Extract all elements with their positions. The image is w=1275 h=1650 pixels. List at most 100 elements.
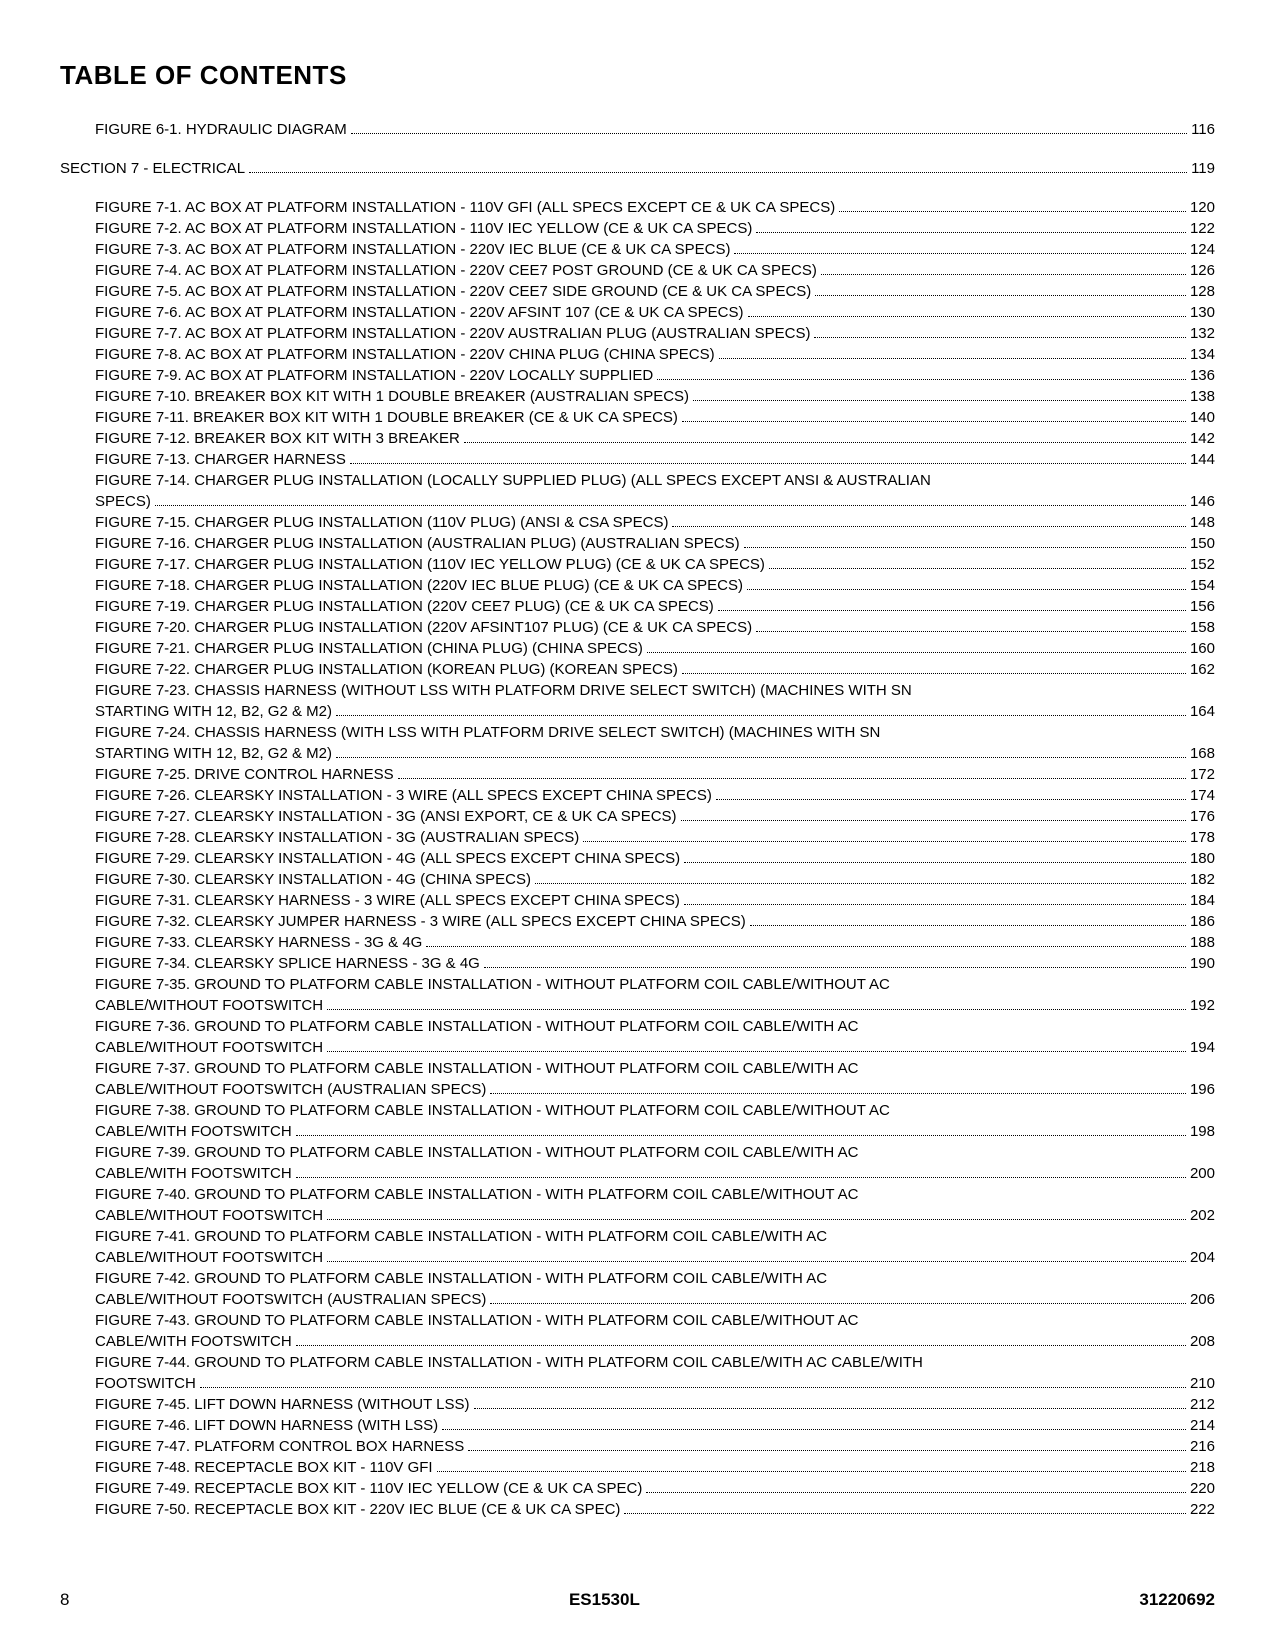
toc-text: FIGURE 7-7. AC BOX AT PLATFORM INSTALLAT… (95, 323, 810, 344)
toc-leader-dots (327, 1261, 1186, 1262)
toc-container: FIGURE 6-1. HYDRAULIC DIAGRAM116SECTION … (60, 119, 1215, 1520)
toc-text: FIGURE 7-49. RECEPTACLE BOX KIT - 110V I… (95, 1478, 642, 1499)
toc-page-number: 204 (1190, 1247, 1215, 1268)
toc-page-number: 194 (1190, 1037, 1215, 1058)
toc-leader-dots (535, 883, 1186, 884)
toc-entry: FIGURE 7-24. CHASSIS HARNESS (WITH LSS W… (60, 722, 1215, 764)
toc-text: FIGURE 7-39. GROUND TO PLATFORM CABLE IN… (95, 1142, 1215, 1163)
toc-page-number: 156 (1190, 596, 1215, 617)
toc-text: FIGURE 7-37. GROUND TO PLATFORM CABLE IN… (95, 1058, 1215, 1079)
toc-entry: FIGURE 7-21. CHARGER PLUG INSTALLATION (… (60, 638, 1215, 659)
toc-entry: FIGURE 7-31. CLEARSKY HARNESS - 3 WIRE (… (60, 890, 1215, 911)
toc-text: FIGURE 7-16. CHARGER PLUG INSTALLATION (… (95, 533, 740, 554)
toc-text: FIGURE 7-2. AC BOX AT PLATFORM INSTALLAT… (95, 218, 752, 239)
toc-leader-dots (490, 1093, 1186, 1094)
toc-text: FIGURE 7-29. CLEARSKY INSTALLATION - 4G … (95, 848, 680, 869)
toc-entry: FIGURE 7-42. GROUND TO PLATFORM CABLE IN… (60, 1268, 1215, 1310)
toc-leader-dots (769, 568, 1186, 569)
toc-entry: FIGURE 7-13. CHARGER HARNESS144 (60, 449, 1215, 470)
toc-page-number: 174 (1190, 785, 1215, 806)
toc-leader-dots (155, 505, 1186, 506)
footer: 8 ES1530L 31220692 (60, 1590, 1215, 1610)
toc-leader-dots (672, 526, 1185, 527)
toc-leader-dots (647, 652, 1186, 653)
toc-text: FIGURE 7-31. CLEARSKY HARNESS - 3 WIRE (… (95, 890, 680, 911)
footer-model: ES1530L (569, 1590, 640, 1610)
toc-page-number: 222 (1190, 1499, 1215, 1520)
toc-leader-dots (437, 1471, 1186, 1472)
toc-text: FIGURE 7-50. RECEPTACLE BOX KIT - 220V I… (95, 1499, 620, 1520)
toc-page-number: 132 (1190, 323, 1215, 344)
toc-leader-dots (684, 904, 1186, 905)
toc-page-number: 162 (1190, 659, 1215, 680)
toc-text: FIGURE 7-23. CHASSIS HARNESS (WITHOUT LS… (95, 680, 1215, 701)
toc-page-number: 144 (1190, 449, 1215, 470)
toc-entry: FIGURE 7-30. CLEARSKY INSTALLATION - 4G … (60, 869, 1215, 890)
toc-entry: FIGURE 7-48. RECEPTACLE BOX KIT - 110V G… (60, 1457, 1215, 1478)
toc-entry: FIGURE 7-43. GROUND TO PLATFORM CABLE IN… (60, 1310, 1215, 1352)
toc-leader-dots (200, 1387, 1186, 1388)
toc-text: CABLE/WITHOUT FOOTSWITCH (95, 1205, 323, 1226)
toc-entry: FIGURE 7-18. CHARGER PLUG INSTALLATION (… (60, 575, 1215, 596)
footer-docnum: 31220692 (1139, 1590, 1215, 1610)
toc-text: FIGURE 7-8. AC BOX AT PLATFORM INSTALLAT… (95, 344, 715, 365)
toc-page-number: 178 (1190, 827, 1215, 848)
toc-entry: FIGURE 7-40. GROUND TO PLATFORM CABLE IN… (60, 1184, 1215, 1226)
toc-text: CABLE/WITHOUT FOOTSWITCH (AUSTRALIAN SPE… (95, 1289, 486, 1310)
toc-page-number: 146 (1190, 491, 1215, 512)
toc-page-number: 208 (1190, 1331, 1215, 1352)
toc-text: FIGURE 7-11. BREAKER BOX KIT WITH 1 DOUB… (95, 407, 678, 428)
toc-text: FIGURE 7-3. AC BOX AT PLATFORM INSTALLAT… (95, 239, 730, 260)
toc-leader-dots (718, 610, 1186, 611)
toc-entry: FIGURE 7-16. CHARGER PLUG INSTALLATION (… (60, 533, 1215, 554)
toc-entry: FIGURE 7-4. AC BOX AT PLATFORM INSTALLAT… (60, 260, 1215, 281)
toc-text: FIGURE 7-46. LIFT DOWN HARNESS (WITH LSS… (95, 1415, 438, 1436)
toc-text: FOOTSWITCH (95, 1373, 196, 1394)
toc-entry: FIGURE 7-1. AC BOX AT PLATFORM INSTALLAT… (60, 197, 1215, 218)
toc-text: FIGURE 7-1. AC BOX AT PLATFORM INSTALLAT… (95, 197, 835, 218)
toc-page-number: 218 (1190, 1457, 1215, 1478)
toc-entry: FIGURE 7-36. GROUND TO PLATFORM CABLE IN… (60, 1016, 1215, 1058)
toc-text: FIGURE 7-4. AC BOX AT PLATFORM INSTALLAT… (95, 260, 817, 281)
toc-leader-dots (756, 631, 1186, 632)
toc-entry: FIGURE 7-22. CHARGER PLUG INSTALLATION (… (60, 659, 1215, 680)
toc-entry: FIGURE 7-10. BREAKER BOX KIT WITH 1 DOUB… (60, 386, 1215, 407)
toc-page-number: 168 (1190, 743, 1215, 764)
toc-leader-dots (426, 946, 1186, 947)
toc-entry: FIGURE 7-38. GROUND TO PLATFORM CABLE IN… (60, 1100, 1215, 1142)
toc-entry: FIGURE 7-7. AC BOX AT PLATFORM INSTALLAT… (60, 323, 1215, 344)
toc-text: FIGURE 7-45. LIFT DOWN HARNESS (WITHOUT … (95, 1394, 470, 1415)
toc-text: FIGURE 7-30. CLEARSKY INSTALLATION - 4G … (95, 869, 531, 890)
toc-text: FIGURE 7-9. AC BOX AT PLATFORM INSTALLAT… (95, 365, 653, 386)
toc-page-number: 130 (1190, 302, 1215, 323)
toc-entry: FIGURE 7-32. CLEARSKY JUMPER HARNESS - 3… (60, 911, 1215, 932)
toc-text: FIGURE 7-26. CLEARSKY INSTALLATION - 3 W… (95, 785, 712, 806)
toc-entry: FIGURE 7-37. GROUND TO PLATFORM CABLE IN… (60, 1058, 1215, 1100)
toc-leader-dots (296, 1177, 1186, 1178)
toc-text: FIGURE 7-33. CLEARSKY HARNESS - 3G & 4G (95, 932, 422, 953)
toc-entry: FIGURE 7-17. CHARGER PLUG INSTALLATION (… (60, 554, 1215, 575)
toc-page-number: 190 (1190, 953, 1215, 974)
toc-page-number: 116 (1191, 119, 1215, 140)
toc-page-number: 176 (1190, 806, 1215, 827)
toc-page-number: 200 (1190, 1163, 1215, 1184)
toc-leader-dots (748, 316, 1186, 317)
toc-text: CABLE/WITHOUT FOOTSWITCH (95, 1037, 323, 1058)
toc-text: FIGURE 7-47. PLATFORM CONTROL BOX HARNES… (95, 1436, 464, 1457)
toc-page-number: 152 (1190, 554, 1215, 575)
toc-text: FIGURE 7-42. GROUND TO PLATFORM CABLE IN… (95, 1268, 1215, 1289)
toc-leader-dots (684, 862, 1186, 863)
toc-leader-dots (336, 757, 1186, 758)
toc-entry: FIGURE 7-35. GROUND TO PLATFORM CABLE IN… (60, 974, 1215, 1016)
toc-text: FIGURE 7-25. DRIVE CONTROL HARNESS (95, 764, 394, 785)
toc-text: FIGURE 6-1. HYDRAULIC DIAGRAM (95, 119, 347, 140)
toc-entry: FIGURE 7-26. CLEARSKY INSTALLATION - 3 W… (60, 785, 1215, 806)
toc-leader-dots (583, 841, 1186, 842)
toc-text: FIGURE 7-43. GROUND TO PLATFORM CABLE IN… (95, 1310, 1215, 1331)
toc-leader-dots (624, 1513, 1186, 1514)
toc-entry: FIGURE 7-6. AC BOX AT PLATFORM INSTALLAT… (60, 302, 1215, 323)
toc-page-number: 136 (1190, 365, 1215, 386)
toc-leader-dots (296, 1135, 1186, 1136)
toc-entry: FIGURE 7-15. CHARGER PLUG INSTALLATION (… (60, 512, 1215, 533)
toc-page-number: 164 (1190, 701, 1215, 722)
